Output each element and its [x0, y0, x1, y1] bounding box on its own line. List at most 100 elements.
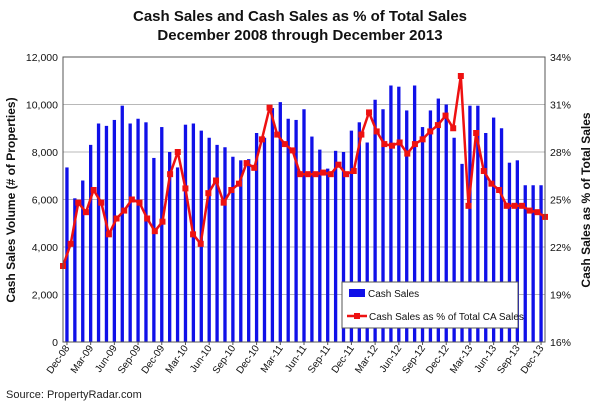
bar	[168, 152, 172, 342]
pct-marker	[266, 104, 273, 111]
bar	[373, 99, 377, 342]
y2-axis-label: Cash Sales as % of Total Sales	[579, 112, 593, 288]
x-tick-label: Sep-10	[211, 343, 239, 376]
y-tick-label: 8,000	[32, 147, 58, 159]
pct-marker	[151, 228, 158, 235]
pct-marker	[396, 139, 403, 146]
y2-tick-label: 25%	[550, 195, 571, 207]
pct-marker	[526, 207, 533, 214]
pct-marker	[427, 128, 434, 135]
pct-marker	[312, 171, 319, 178]
legend-label-cash-sales: Cash Sales	[368, 289, 419, 300]
pct-marker	[450, 125, 457, 132]
pct-marker	[67, 240, 74, 247]
x-tick-label: Sep-11	[306, 343, 333, 375]
pct-marker	[320, 169, 327, 176]
bar	[452, 137, 456, 342]
pct-marker	[258, 136, 265, 143]
pct-marker	[519, 202, 526, 209]
bar	[144, 122, 148, 342]
pct-marker	[82, 209, 89, 216]
bar	[286, 118, 290, 342]
bar	[326, 168, 330, 342]
pct-marker	[113, 215, 120, 222]
y2-tick-label: 28%	[550, 147, 571, 159]
pct-marker	[128, 196, 135, 203]
bar	[468, 105, 472, 342]
pct-marker	[182, 185, 189, 192]
pct-marker	[381, 141, 388, 148]
pct-marker	[251, 164, 258, 171]
bar	[160, 127, 164, 342]
legend-label-cash-pct: Cash Sales as % of Total CA Sales	[369, 312, 524, 323]
pct-marker	[90, 187, 97, 193]
bar	[207, 137, 211, 342]
bar	[310, 136, 314, 342]
pct-marker	[75, 199, 82, 206]
y2-tick-label: 19%	[550, 290, 571, 302]
y2-tick-label: 16%	[550, 337, 571, 349]
bar	[460, 163, 464, 342]
x-tick-label: Dec-09	[140, 343, 168, 376]
bar	[499, 128, 504, 342]
pct-marker	[98, 199, 105, 206]
pct-marker	[350, 168, 357, 174]
bar	[491, 117, 496, 342]
bar	[523, 185, 527, 342]
pct-marker	[105, 231, 112, 238]
pct-marker	[121, 207, 128, 214]
bar	[302, 109, 306, 342]
bar	[539, 185, 543, 342]
y-tick-label: 0	[52, 337, 58, 349]
bar	[278, 102, 282, 342]
bar	[444, 104, 448, 342]
pct-marker	[388, 142, 395, 149]
x-tick-label: Mar-13	[448, 343, 475, 376]
pct-marker	[159, 218, 166, 225]
line-series	[60, 73, 548, 269]
bar	[247, 159, 251, 342]
bar	[507, 162, 512, 342]
y-tick-label: 10,000	[26, 100, 58, 112]
pct-marker	[411, 141, 418, 148]
pct-marker	[144, 215, 151, 222]
bar	[294, 119, 298, 342]
y-tick-label: 2,000	[32, 290, 58, 302]
pct-marker	[434, 122, 441, 129]
pct-marker	[304, 171, 311, 178]
pct-marker	[197, 240, 204, 247]
pct-marker	[419, 136, 426, 143]
x-tick-label: Mar-11	[259, 343, 286, 375]
bar	[88, 144, 93, 342]
bar	[405, 110, 409, 342]
y2-tick-label: 31%	[550, 100, 571, 112]
bar	[318, 149, 322, 342]
bar	[436, 98, 440, 342]
bar	[215, 144, 219, 342]
legend-box	[341, 281, 519, 329]
pct-marker	[480, 168, 487, 174]
y2-tick-label: 34%	[550, 52, 571, 64]
pct-marker	[473, 130, 480, 136]
x-tick-label: Dec-11	[330, 343, 357, 375]
pct-marker	[465, 202, 472, 209]
y-tick-label: 6,000	[32, 195, 58, 207]
y-tick-label: 4,000	[32, 242, 58, 254]
bar	[484, 133, 488, 342]
pct-marker	[289, 147, 296, 154]
y-tick-label: 12,000	[26, 52, 58, 64]
pct-marker	[366, 109, 373, 116]
pct-marker	[404, 150, 411, 157]
bar	[175, 167, 180, 342]
pct-marker	[442, 112, 449, 119]
bar	[349, 130, 354, 342]
bar	[239, 160, 243, 342]
bar	[357, 122, 361, 342]
bar	[381, 109, 385, 342]
bar	[223, 147, 227, 342]
bar	[120, 105, 124, 342]
bar	[231, 156, 235, 342]
pct-marker	[358, 131, 365, 138]
